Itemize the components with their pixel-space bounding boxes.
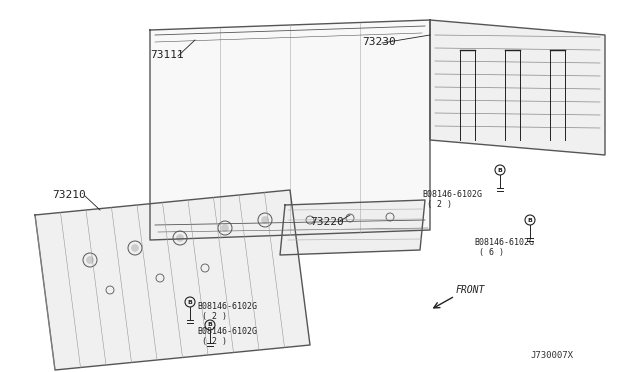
Text: 73111: 73111 [150,50,184,60]
Circle shape [221,224,228,231]
Text: B: B [527,218,532,222]
Text: B08146-6102G
 ( 2 ): B08146-6102G ( 2 ) [422,190,482,209]
Polygon shape [150,20,430,240]
Text: 73210: 73210 [52,190,86,200]
Circle shape [262,217,269,224]
Text: B: B [188,299,193,305]
Text: B: B [497,167,502,173]
Text: B08146-6102G
 ( 6 ): B08146-6102G ( 6 ) [474,238,534,257]
Text: B08146-6102G
 ( 2 ): B08146-6102G ( 2 ) [197,327,257,346]
Polygon shape [280,200,425,255]
Text: J730007X: J730007X [530,350,573,359]
Text: 73220: 73220 [310,217,344,227]
Circle shape [177,234,184,241]
Polygon shape [35,190,310,370]
Circle shape [131,244,138,251]
Circle shape [86,257,93,263]
Text: B08146-6102G
 ( 2 ): B08146-6102G ( 2 ) [197,302,257,321]
Text: 73230: 73230 [362,37,396,47]
Text: B: B [207,323,212,327]
Text: FRONT: FRONT [456,285,485,295]
Polygon shape [430,20,605,155]
